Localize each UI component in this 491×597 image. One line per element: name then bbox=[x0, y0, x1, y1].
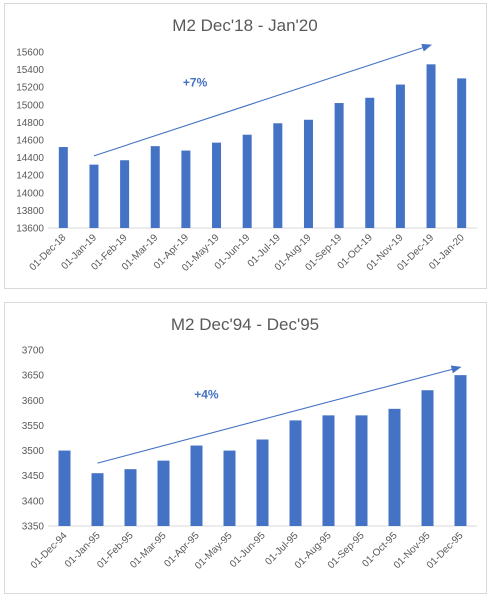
annotation-label: +4% bbox=[194, 387, 219, 401]
y-tick-label: 3600 bbox=[22, 396, 45, 407]
trend-arrow bbox=[93, 43, 432, 157]
x-tick-label: 01-Dec-95 bbox=[425, 530, 466, 571]
y-tick-label: 3500 bbox=[22, 446, 45, 457]
chart-title: M2 Dec'94 - Dec'95 bbox=[171, 315, 319, 334]
annotation-label: +7% bbox=[183, 76, 208, 90]
trend-arrow bbox=[97, 365, 462, 464]
chart-panel-m2-2019: M2 Dec'18 - Jan'20 13600 13800 14000 14200 14… bbox=[4, 3, 487, 289]
bar-chart-m2-2019: M2 Dec'18 - Jan'20 13600 13800 14000 14200 14… bbox=[16, 16, 477, 274]
bar bbox=[181, 150, 191, 228]
y-tick-label: 15000 bbox=[16, 100, 44, 111]
bar-chart-m2-1995: M2 Dec'94 - Dec'95 3350 3400 3450 3500 3550 36… bbox=[22, 315, 477, 572]
bar bbox=[89, 164, 99, 228]
y-tick-label: 3650 bbox=[22, 371, 45, 382]
bar bbox=[157, 460, 170, 526]
bar bbox=[223, 450, 236, 526]
y-tick-label: 3550 bbox=[22, 421, 45, 432]
bar bbox=[355, 415, 368, 526]
bar bbox=[322, 415, 335, 526]
bar bbox=[303, 119, 313, 228]
bar bbox=[91, 473, 104, 526]
x-tick-label: 01-Sep-95 bbox=[326, 530, 367, 571]
y-tick-label: 14800 bbox=[16, 118, 44, 129]
y-tick-label: 3450 bbox=[22, 471, 45, 482]
x-tick-label: 01-Dec-94 bbox=[29, 530, 70, 571]
y-tick-label: 15400 bbox=[16, 65, 44, 76]
bar bbox=[395, 84, 405, 228]
x-tick-label: 01-Jun-95 bbox=[228, 530, 268, 570]
bar bbox=[273, 123, 283, 228]
bar bbox=[426, 64, 436, 228]
bar bbox=[454, 375, 467, 526]
y-tick-label: 3400 bbox=[22, 496, 45, 507]
y-tick-label: 14000 bbox=[16, 188, 44, 199]
bar bbox=[58, 450, 71, 526]
y-tick-label: 3700 bbox=[22, 346, 45, 357]
bar bbox=[242, 134, 252, 228]
bar bbox=[256, 439, 269, 526]
chart-panel-m2-1995: M2 Dec'94 - Dec'95 3350 3400 3450 3500 3550 36… bbox=[4, 302, 487, 594]
bar bbox=[421, 390, 434, 526]
bar bbox=[289, 420, 302, 526]
y-tick-label: 13800 bbox=[16, 206, 44, 217]
bar bbox=[334, 103, 344, 228]
y-tick-label: 3350 bbox=[22, 522, 45, 533]
bar bbox=[124, 469, 137, 526]
x-tick-label: 01-Mar-95 bbox=[128, 530, 169, 571]
bar bbox=[457, 78, 467, 229]
y-tick-label: 13600 bbox=[16, 224, 44, 235]
bar bbox=[388, 408, 401, 526]
bar bbox=[365, 97, 375, 228]
y-tick-label: 14600 bbox=[16, 136, 44, 147]
y-tick-label: 14200 bbox=[16, 171, 44, 182]
bar bbox=[150, 146, 160, 228]
y-tick-label: 14400 bbox=[16, 153, 44, 164]
bar bbox=[120, 160, 130, 228]
y-tick-label: 15600 bbox=[16, 48, 44, 59]
bar bbox=[58, 147, 68, 228]
y-tick-label: 15200 bbox=[16, 83, 44, 94]
chart-title: M2 Dec'18 - Jan'20 bbox=[172, 16, 317, 35]
bar bbox=[212, 142, 222, 228]
bar bbox=[190, 445, 203, 526]
